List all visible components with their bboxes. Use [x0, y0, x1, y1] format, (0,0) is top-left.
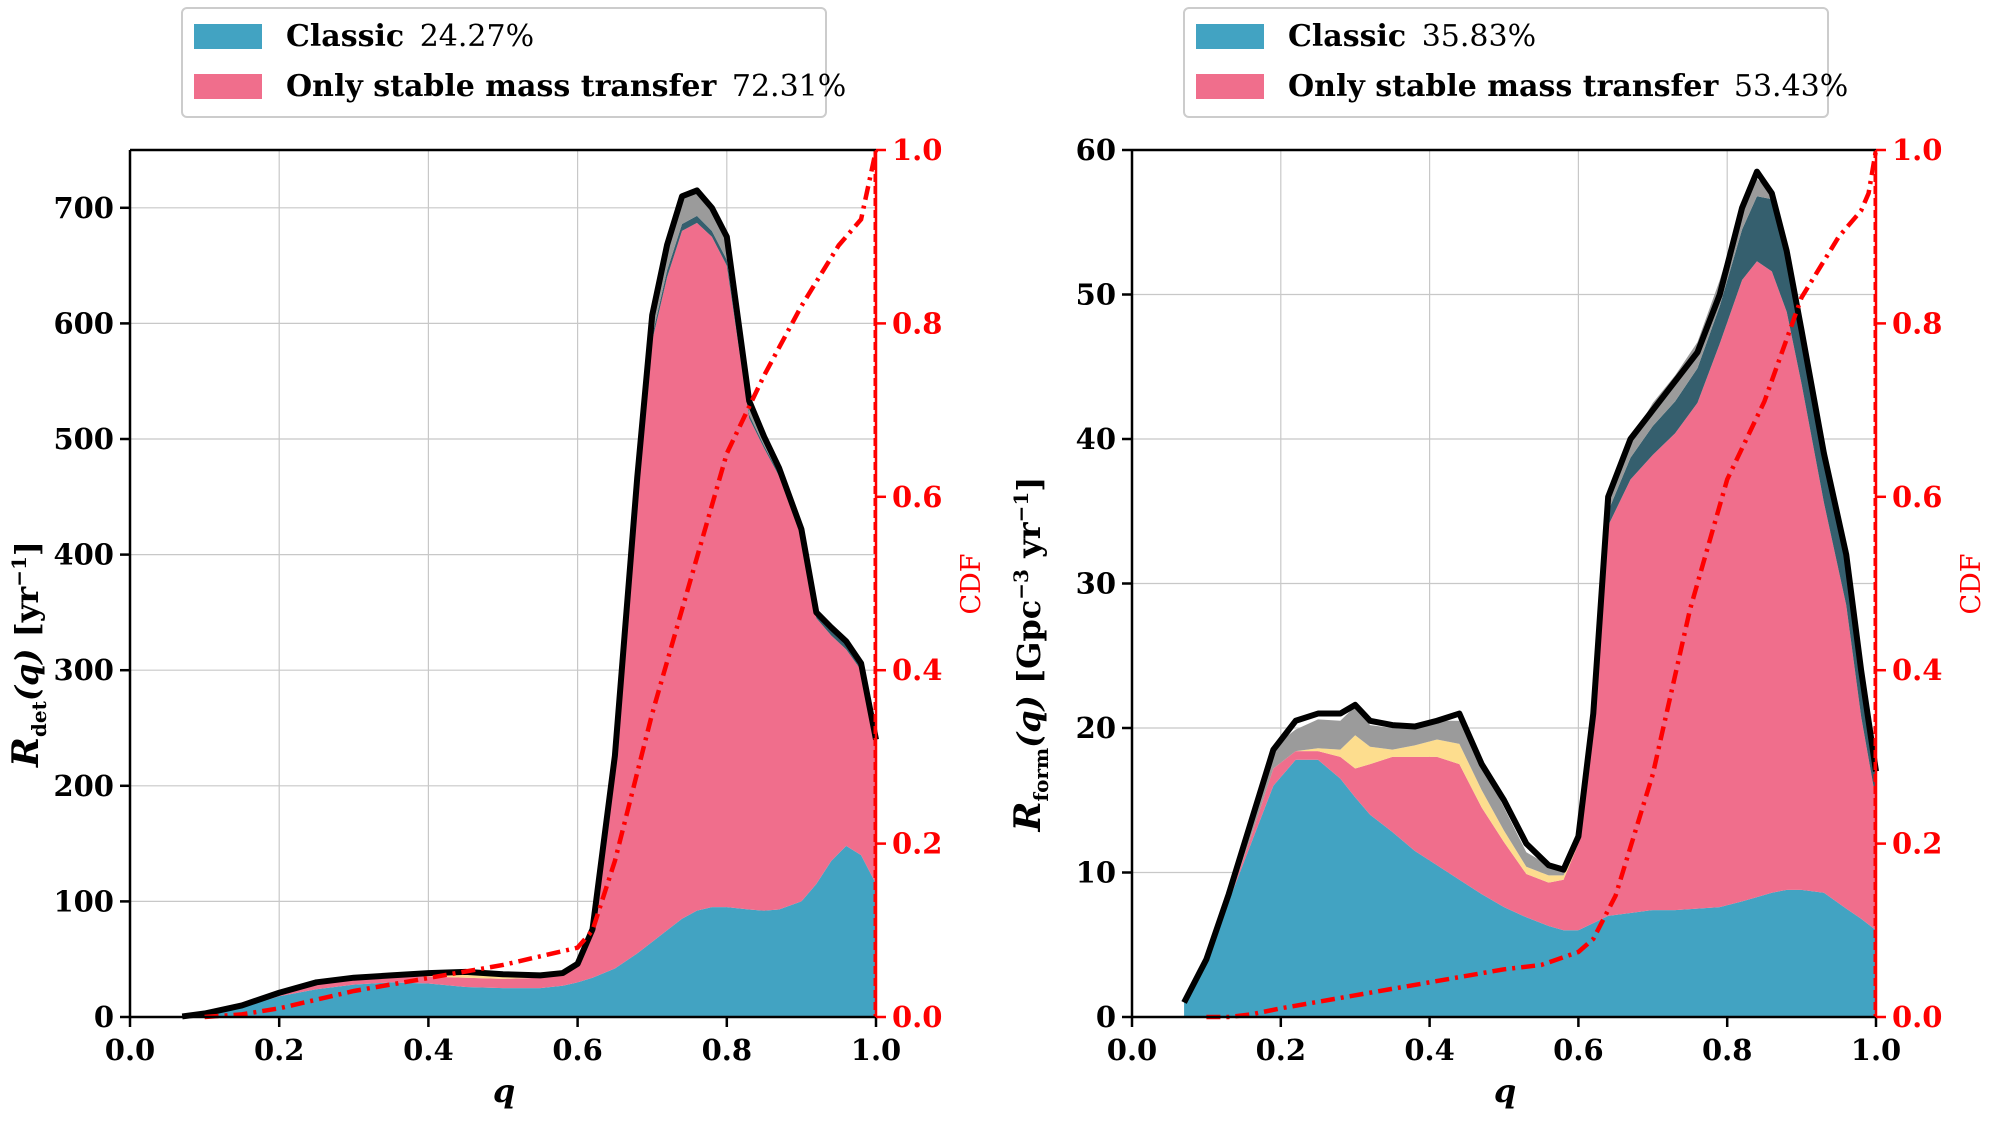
cdf-line — [204, 149, 879, 1020]
total-line — [181, 187, 879, 1020]
y-tick-label: 40 — [1076, 422, 1116, 456]
area-series-stable — [182, 222, 877, 1017]
x-tick-label: 0.2 — [1256, 1033, 1306, 1067]
y-tick-label: 0 — [1096, 1000, 1116, 1034]
legend-right-frame — [1183, 7, 1829, 118]
cdf-tick-label: 0.8 — [1892, 306, 1942, 340]
x-tick-label: 0.2 — [254, 1033, 304, 1067]
legend-left: Classic 24.27% Only stable mass transfer… — [181, 7, 846, 118]
legend-left-frame — [181, 7, 827, 118]
cdf-tick-label: 0.0 — [1892, 1000, 1942, 1034]
legend-left-swatch-0 — [194, 24, 262, 49]
x-tick-label: 0.4 — [1404, 1033, 1454, 1067]
x-tick-label: 0.0 — [1107, 1033, 1157, 1067]
svg-text:Only stable mass transfer: Only stable mass transfer 72.31% — [286, 69, 846, 104]
y-tick-label: 600 — [53, 306, 114, 340]
y-tick-label: 0 — [94, 1000, 114, 1034]
right-ylabel: Rform(q) [Gpc−3 yr−1] — [1007, 477, 1053, 833]
x-tick-label: 0.6 — [552, 1033, 602, 1067]
svg-text:Classic 35.83%: Classic 35.83% — [1288, 19, 1536, 54]
y-tick-label: 50 — [1076, 278, 1116, 312]
panel-right: 0.0 0.2 0.4 0.6 0.8 1.0 0 10 20 30 40 50 60 0.0 0.2 0.4… — [1076, 133, 1943, 1067]
y-tick-label: 700 — [53, 191, 114, 225]
cdf-tick-label: 0.4 — [1892, 653, 1942, 687]
x-tick-label: 0.8 — [1702, 1033, 1752, 1067]
x-tick-label: 1.0 — [851, 1033, 901, 1067]
y-tick-label: 500 — [53, 422, 114, 456]
cdf-line — [1206, 149, 1879, 1020]
legend-right-swatch-1 — [1196, 74, 1264, 99]
legend-right-value-0: 35.83% — [1422, 19, 1536, 54]
y-tick-label: 20 — [1076, 711, 1116, 745]
y-tick-label: 10 — [1076, 856, 1116, 890]
area-series-stable — [1184, 261, 1876, 1003]
y-tick-label: 100 — [53, 884, 114, 918]
right-cdf-label: CDF — [1956, 553, 1987, 614]
y-tick-label: 400 — [53, 538, 114, 572]
x-tick-label: 0.6 — [1553, 1033, 1603, 1067]
legend-left-value-0: 24.27% — [420, 19, 534, 54]
legend-right-value-1: 53.43% — [1734, 69, 1848, 104]
legend-left-label-1: Only stable mass transfer — [286, 69, 718, 104]
cdf-tick-label: 0.2 — [1892, 827, 1942, 861]
legend-right-label-0: Classic — [1288, 19, 1406, 54]
y-tick-label: 30 — [1076, 567, 1116, 601]
cdf-tick-label: 0.2 — [892, 827, 942, 861]
cdf-tick-label: 0.8 — [892, 306, 942, 340]
legend-left-label-0: Classic — [286, 19, 404, 54]
cdf-tick-label: 0.0 — [892, 1000, 942, 1034]
total-line — [1181, 168, 1879, 1004]
panel-left: 0.0 0.2 0.4 0.6 0.8 1.0 0 100 200 300 400 500 600 700… — [53, 133, 942, 1067]
svg-text:Only stable mass transfer: Only stable mass transfer 53.43% — [1288, 69, 1848, 104]
x-tick-label: 0.0 — [105, 1033, 155, 1067]
y-tick-label: 200 — [53, 769, 114, 803]
legend-right-swatch-0 — [1196, 24, 1264, 49]
left-cdf-label: CDF — [956, 553, 987, 614]
left-xlabel: q — [493, 1072, 515, 1110]
area-series-classic — [1184, 759, 1876, 1017]
cdf-tick-label: 1.0 — [1892, 133, 1942, 167]
x-tick-label: 0.8 — [702, 1033, 752, 1067]
legend-left-value-1: 72.31% — [732, 69, 846, 104]
cdf-tick-label: 0.4 — [892, 653, 942, 687]
x-tick-label: 0.4 — [403, 1033, 453, 1067]
right-xlabel: q — [1494, 1072, 1516, 1110]
y-tick-label: 300 — [53, 653, 114, 687]
area-series-classic — [182, 845, 877, 1017]
svg-text:Classic 24.27%: Classic 24.27% — [286, 19, 534, 54]
legend-right: Classic 35.83% Only stable mass transfer… — [1183, 7, 1848, 118]
legend-left-swatch-1 — [194, 74, 262, 99]
cdf-tick-label: 0.6 — [1892, 480, 1942, 514]
cdf-tick-label: 1.0 — [892, 133, 942, 167]
left-ylabel: Rdet(q) [yr−1] — [5, 541, 51, 768]
cdf-tick-label: 0.6 — [892, 480, 942, 514]
x-tick-label: 1.0 — [1851, 1033, 1901, 1067]
y-tick-label: 60 — [1076, 133, 1116, 167]
legend-right-label-1: Only stable mass transfer — [1288, 69, 1720, 104]
